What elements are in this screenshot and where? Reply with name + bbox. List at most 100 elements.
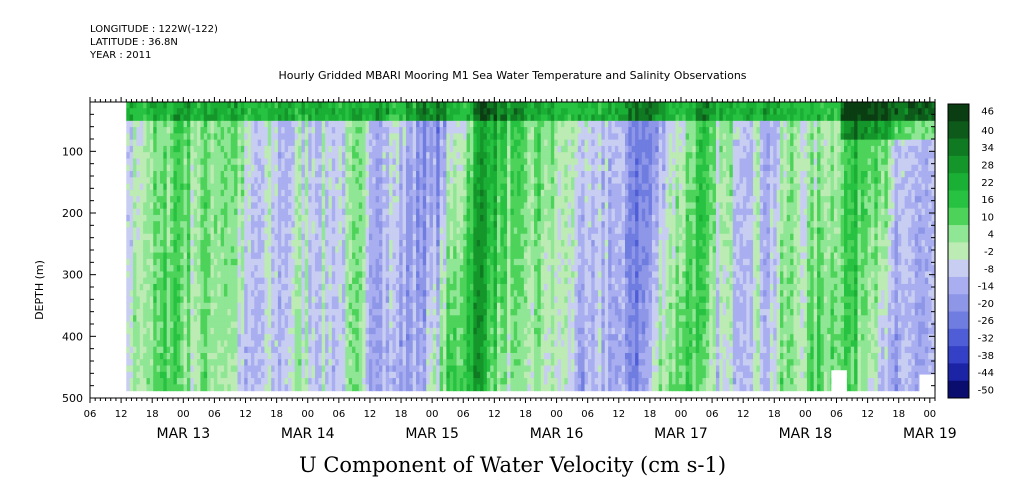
heatmap-cell bbox=[193, 221, 198, 229]
heatmap-cell bbox=[368, 290, 373, 298]
heatmap-cell bbox=[459, 365, 464, 373]
heatmap-cell bbox=[325, 240, 330, 247]
heatmap-cell bbox=[402, 177, 407, 185]
heatmap-cell bbox=[372, 384, 377, 392]
heatmap-cell bbox=[294, 171, 299, 178]
heatmap-cell bbox=[291, 296, 296, 304]
heatmap-cell bbox=[254, 384, 259, 392]
heatmap-cell bbox=[281, 208, 286, 216]
heatmap-cell bbox=[153, 277, 158, 285]
heatmap-cell bbox=[180, 102, 185, 109]
heatmap-cell bbox=[321, 196, 326, 203]
heatmap-cell bbox=[341, 384, 346, 392]
heatmap-cell bbox=[284, 114, 289, 122]
heatmap-cell bbox=[439, 139, 444, 147]
heatmap-cell bbox=[372, 258, 377, 266]
heatmap-cell bbox=[325, 189, 330, 197]
heatmap-cell bbox=[318, 340, 323, 348]
heatmap-cell bbox=[257, 384, 262, 392]
heatmap-cell bbox=[264, 221, 269, 229]
heatmap-cell bbox=[331, 302, 336, 310]
heatmap-cell bbox=[173, 334, 178, 341]
heatmap-cell bbox=[180, 246, 185, 254]
heatmap-cell bbox=[190, 127, 195, 134]
heatmap-cell bbox=[227, 352, 232, 360]
heatmap-cell bbox=[416, 258, 421, 266]
heatmap-cell bbox=[224, 108, 228, 116]
heatmap-cell bbox=[375, 114, 380, 122]
heatmap-cell bbox=[338, 221, 343, 229]
heatmap-cell bbox=[254, 108, 259, 116]
heatmap-cell bbox=[409, 290, 414, 298]
heatmap-cell bbox=[375, 371, 380, 379]
heatmap-cell bbox=[261, 108, 266, 116]
heatmap-cell bbox=[426, 384, 431, 392]
heatmap-cell bbox=[304, 315, 309, 323]
heatmap-cell bbox=[419, 340, 424, 348]
heatmap-cell bbox=[139, 189, 144, 197]
heatmap-cell bbox=[348, 283, 353, 291]
heatmap-cell bbox=[304, 384, 309, 392]
heatmap-cell bbox=[345, 120, 350, 128]
heatmap-cell bbox=[358, 252, 363, 260]
heatmap-cell bbox=[284, 171, 289, 178]
heatmap-cell bbox=[129, 365, 134, 373]
heatmap-cell bbox=[422, 183, 427, 191]
heatmap-cell bbox=[325, 208, 330, 216]
heatmap-cell bbox=[314, 114, 319, 122]
heatmap-cell bbox=[416, 371, 421, 379]
heatmap-cell bbox=[416, 384, 421, 392]
heatmap-cell bbox=[405, 102, 410, 109]
heatmap-cell bbox=[402, 315, 407, 323]
heatmap-cell bbox=[453, 352, 458, 360]
heatmap-cell bbox=[288, 346, 292, 354]
heatmap-cell bbox=[443, 227, 447, 235]
heatmap-cell bbox=[254, 227, 259, 235]
heatmap-cell bbox=[399, 384, 404, 392]
heatmap-cell bbox=[348, 127, 353, 134]
heatmap-cell bbox=[170, 108, 175, 116]
heatmap-cell bbox=[439, 108, 444, 116]
heatmap-cell bbox=[490, 208, 495, 216]
heatmap-cell bbox=[224, 133, 228, 141]
heatmap-cell bbox=[136, 296, 141, 304]
heatmap-cell bbox=[244, 340, 249, 348]
heatmap-cell bbox=[422, 177, 427, 185]
heatmap-cell bbox=[348, 102, 353, 109]
heatmap-cell bbox=[224, 208, 228, 216]
heatmap-cell bbox=[257, 246, 262, 254]
heatmap-cell bbox=[355, 283, 360, 291]
heatmap-cell bbox=[456, 127, 461, 134]
heatmap-cell bbox=[352, 233, 357, 241]
heatmap-cell bbox=[261, 365, 266, 373]
heatmap-cell bbox=[358, 189, 363, 197]
heatmap-cell bbox=[227, 271, 232, 279]
heatmap-cell bbox=[284, 365, 289, 373]
heatmap-cell bbox=[335, 171, 340, 178]
heatmap-cell bbox=[416, 315, 421, 323]
heatmap-cell bbox=[133, 296, 137, 304]
heatmap-cell bbox=[412, 108, 417, 116]
heatmap-cell bbox=[331, 378, 336, 385]
heatmap-cell bbox=[261, 233, 266, 241]
heatmap-cell bbox=[250, 196, 255, 203]
heatmap-cell bbox=[146, 258, 151, 266]
heatmap-cell bbox=[436, 371, 441, 379]
heatmap-cell bbox=[375, 309, 380, 316]
heatmap-cell bbox=[133, 133, 137, 141]
heatmap-cell bbox=[358, 183, 363, 191]
heatmap-cell bbox=[389, 252, 394, 260]
heatmap-cell bbox=[469, 183, 474, 191]
heatmap-cell bbox=[385, 139, 390, 147]
heatmap-cell bbox=[240, 365, 245, 373]
heatmap-cell bbox=[412, 309, 417, 316]
heatmap-cell bbox=[311, 139, 316, 147]
heatmap-cell bbox=[264, 127, 269, 134]
heatmap-cell bbox=[163, 277, 168, 285]
heatmap-cell bbox=[304, 327, 309, 335]
heatmap-cell bbox=[220, 265, 225, 272]
heatmap-cell bbox=[220, 208, 225, 216]
heatmap-cell bbox=[291, 227, 296, 235]
heatmap-cell bbox=[335, 340, 340, 348]
heatmap-cell bbox=[389, 240, 394, 247]
